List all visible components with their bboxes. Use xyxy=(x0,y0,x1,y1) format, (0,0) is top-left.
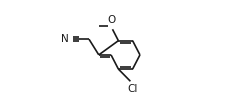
Text: N: N xyxy=(61,34,69,44)
Text: Cl: Cl xyxy=(127,84,137,94)
Text: O: O xyxy=(106,15,115,25)
